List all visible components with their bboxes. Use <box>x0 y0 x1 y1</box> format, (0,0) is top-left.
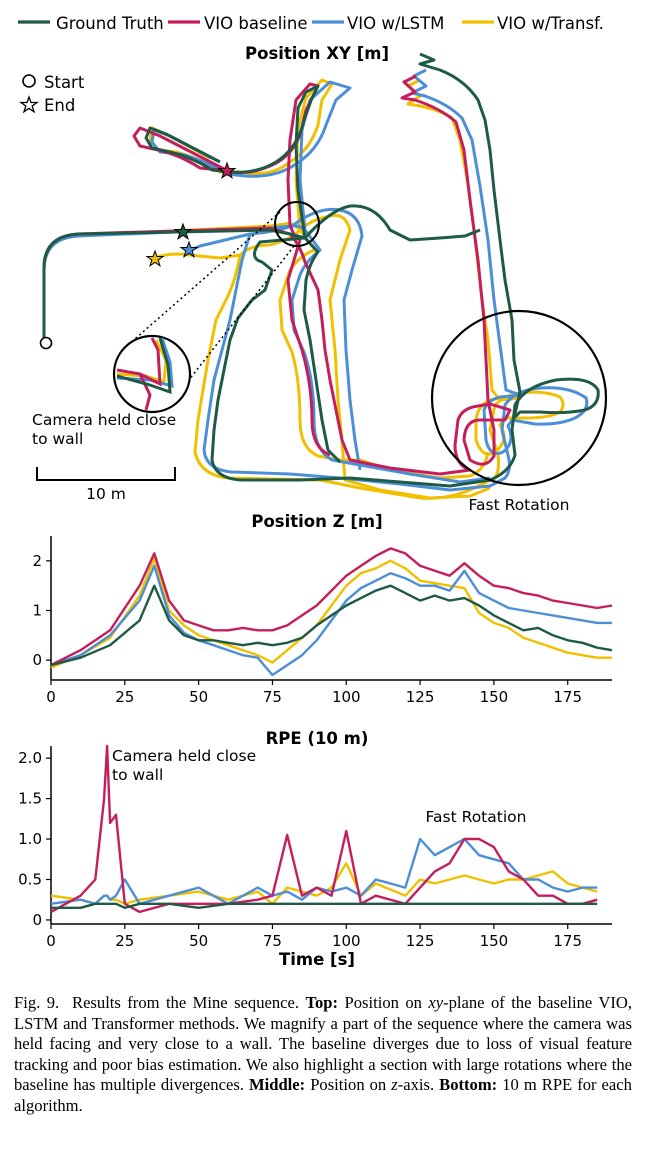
xy-track-vio-transf <box>42 78 565 500</box>
end-marker-vio-lstm <box>179 240 199 259</box>
z-line-vio-baseline <box>50 547 613 667</box>
z-line-ground-truth <box>50 584 613 667</box>
xy-title: Position XY [m] <box>245 44 389 63</box>
xy-annotation-fast-rotation: Fast Rotation <box>469 496 570 514</box>
rpe-line-ground-truth <box>51 902 598 909</box>
fast-rotation-circle <box>430 309 608 487</box>
legend-label-vio-transf: VIO w/Transf. <box>497 14 604 33</box>
rpe-annotation-camera-wall-line2: to wall <box>112 766 163 784</box>
rpe-ytick-label: 0 <box>32 911 42 929</box>
z-xtick-label: 50 <box>189 688 208 706</box>
legend: Ground Truth VIO baseline VIO w/LSTM VIO… <box>18 14 604 33</box>
end-marker-ground-truth <box>173 222 193 241</box>
z-title: Position Z [m] <box>251 512 382 531</box>
rpe-series <box>50 744 598 914</box>
z-xtick-label: 175 <box>553 688 582 706</box>
caption-prefix: Fig. 9. <box>14 993 60 1012</box>
caption-top-text-b: -plane of the baseline VIO, LSTM and Tra… <box>14 993 633 1094</box>
z-panel: Position Z [m] 0 25 50 75 100 125 150 175 0 1 2 <box>32 512 613 706</box>
caption-xy-symbol: xy <box>428 993 444 1012</box>
z-xtick-label: 125 <box>406 688 435 706</box>
start-legend-marker <box>22 74 36 88</box>
z-xtick-label: 100 <box>332 688 361 706</box>
caption-middle-text-a: Position on <box>310 1075 387 1094</box>
xy-annotation-camera-wall-line2: to wall <box>32 430 83 448</box>
zoom-connector-upper <box>127 211 281 346</box>
z-ytick-label: 1 <box>32 601 42 619</box>
caption-z-symbol: z <box>391 1075 398 1094</box>
start-legend-label: Start <box>44 73 85 92</box>
caption-top-label: Top: <box>305 993 339 1012</box>
caption-middle-label: Middle: <box>248 1075 306 1094</box>
rpe-xtick-label: 175 <box>553 932 582 950</box>
zoom-connector-lower <box>169 245 295 405</box>
legend-label-vio-baseline: VIO baseline <box>204 14 308 33</box>
xy-annotation-camera-wall-line1: Camera held close <box>32 411 176 429</box>
end-legend-marker <box>19 95 39 114</box>
z-xtick-label: 25 <box>115 688 134 706</box>
rpe-xtick-label: 0 <box>46 932 56 950</box>
z-ytick-label: 0 <box>32 651 42 669</box>
caption-bottom-label: Bottom: <box>439 1075 498 1094</box>
rpe-xtick-label: 150 <box>480 932 509 950</box>
start-marker <box>39 336 53 350</box>
z-xtick-label: 150 <box>480 688 509 706</box>
rpe-line-vio-baseline <box>50 744 598 914</box>
figure-caption: Fig. 9. Results from the Mine sequence. … <box>14 993 632 1116</box>
rpe-annotation-fast-rotation: Fast Rotation <box>426 808 527 826</box>
caption-top-text-a: Position on <box>344 993 422 1012</box>
rpe-line-vio-transf <box>50 862 598 905</box>
rpe-ticks: 0 25 50 75 100 125 150 175 0 0.5 1.0 1.5 2.0 <box>18 749 582 950</box>
z-line-vio-transf <box>50 557 612 669</box>
legend-label-vio-lstm: VIO w/LSTM <box>347 14 444 33</box>
z-xtick-label: 75 <box>263 688 282 706</box>
rpe-ytick-label: 2.0 <box>18 749 42 767</box>
scale-bar-label: 10 m <box>86 485 126 503</box>
xy-track-ground-truth <box>42 52 600 488</box>
caption-middle-text-b: -axis. <box>397 1075 435 1094</box>
xy-panel: Position XY [m] Start End <box>19 44 608 514</box>
legend-label-ground-truth: Ground Truth <box>56 14 164 33</box>
rpe-panel: RPE (10 m) 0 25 50 75 100 125 150 175 0 0.5 1.0 1.5… <box>18 729 612 969</box>
rpe-xtick-label: 125 <box>406 932 435 950</box>
caption-intro: Results from the Mine sequence. <box>72 993 300 1012</box>
rpe-xtick-label: 75 <box>263 932 282 950</box>
z-series <box>50 547 613 677</box>
rpe-xtick-label: 25 <box>115 932 134 950</box>
z-xtick-label: 0 <box>46 688 56 706</box>
end-legend-label: End <box>44 96 75 115</box>
rpe-ytick-label: 1.0 <box>18 830 42 848</box>
xy-track-vio-lstm <box>42 68 589 492</box>
rpe-title: RPE (10 m) <box>266 729 369 748</box>
rpe-annotation-camera-wall-line1: Camera held close <box>112 747 256 765</box>
zoom-inset-tracks <box>116 337 174 411</box>
rpe-xtick-label: 50 <box>189 932 208 950</box>
rpe-x-label: Time [s] <box>279 950 355 969</box>
zoom-source-circle <box>274 201 320 247</box>
rpe-xtick-label: 100 <box>332 932 361 950</box>
z-ticks: 0 25 50 75 100 125 150 175 0 1 2 <box>32 552 582 706</box>
end-marker-vio-baseline <box>217 161 237 180</box>
end-marker-vio-transf <box>145 249 165 268</box>
caption-bottom-text: 10 m RPE for each algorithm. <box>14 1075 632 1115</box>
rpe-line-vio-lstm <box>50 837 598 905</box>
end-markers <box>145 161 237 268</box>
rpe-ytick-label: 1.5 <box>18 790 42 808</box>
figure-canvas: Ground Truth VIO baseline VIO w/LSTM VIO… <box>18 14 613 969</box>
z-ytick-label: 2 <box>32 552 42 570</box>
rpe-ytick-label: 0.5 <box>18 871 42 889</box>
scale-bar <box>36 467 176 481</box>
z-line-vio-lstm <box>50 564 612 677</box>
